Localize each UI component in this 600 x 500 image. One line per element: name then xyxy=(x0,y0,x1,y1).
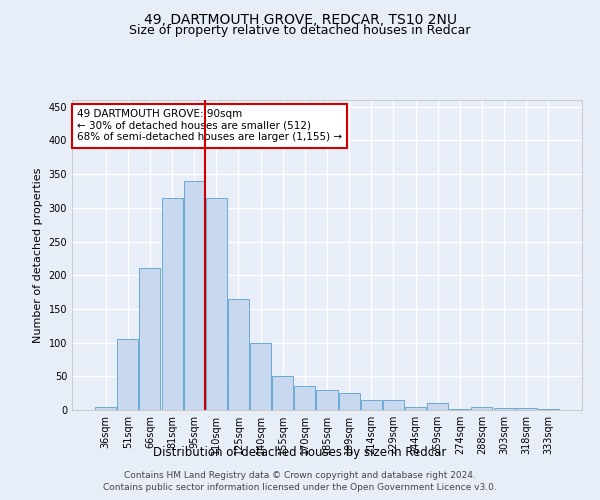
Bar xyxy=(139,268,160,410)
Text: Contains public sector information licensed under the Open Government Licence v3: Contains public sector information licen… xyxy=(103,484,497,492)
Bar xyxy=(338,393,359,410)
Bar xyxy=(250,342,271,410)
Text: Size of property relative to detached houses in Redcar: Size of property relative to detached ho… xyxy=(129,24,471,37)
Bar xyxy=(95,406,116,410)
Bar xyxy=(405,406,426,410)
Bar xyxy=(427,404,448,410)
Text: Distribution of detached houses by size in Redcar: Distribution of detached houses by size … xyxy=(154,446,446,459)
Y-axis label: Number of detached properties: Number of detached properties xyxy=(33,168,43,342)
Bar xyxy=(272,376,293,410)
Bar xyxy=(383,400,404,410)
Bar xyxy=(118,339,139,410)
Text: Contains HM Land Registry data © Crown copyright and database right 2024.: Contains HM Land Registry data © Crown c… xyxy=(124,471,476,480)
Bar xyxy=(184,181,205,410)
Text: 49, DARTMOUTH GROVE, REDCAR, TS10 2NU: 49, DARTMOUTH GROVE, REDCAR, TS10 2NU xyxy=(143,12,457,26)
Bar xyxy=(494,408,515,410)
Bar xyxy=(295,386,316,410)
Bar xyxy=(316,390,338,410)
Bar xyxy=(472,406,493,410)
Bar xyxy=(228,299,249,410)
Bar xyxy=(538,408,559,410)
Bar xyxy=(361,400,382,410)
Bar xyxy=(515,408,536,410)
Text: 49 DARTMOUTH GROVE: 90sqm
← 30% of detached houses are smaller (512)
68% of semi: 49 DARTMOUTH GROVE: 90sqm ← 30% of detac… xyxy=(77,110,342,142)
Bar xyxy=(161,198,182,410)
Bar xyxy=(206,198,227,410)
